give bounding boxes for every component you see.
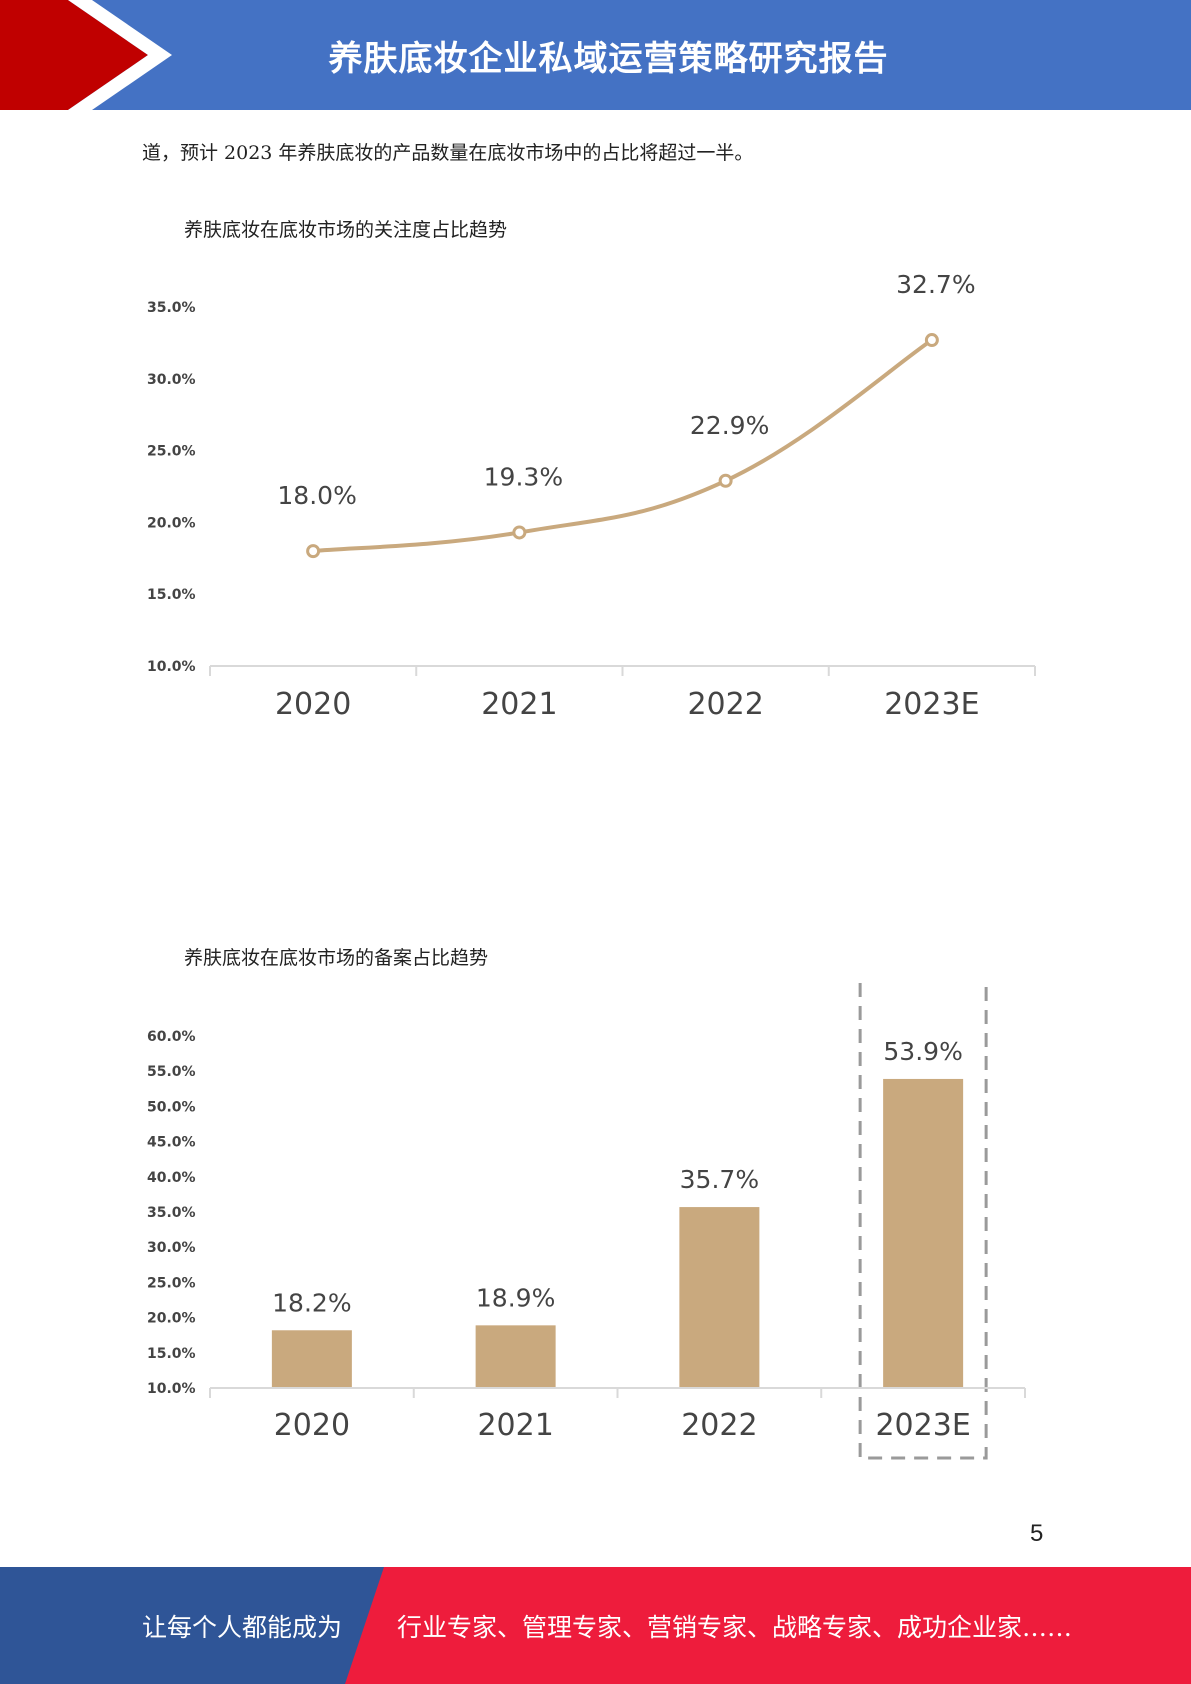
y-tick-label: 15.0% (147, 587, 196, 603)
y-tick-label: 30.0% (147, 1240, 196, 1256)
x-tick-label: 2020 (274, 1408, 350, 1443)
report-title: 养肤底妆企业私域运营策略研究报告 (328, 38, 889, 79)
bar (271, 1330, 352, 1388)
header-arrow-graphic (0, 0, 172, 110)
y-tick-label: 35.0% (147, 1205, 196, 1221)
x-tick-label: 2022 (681, 1408, 757, 1443)
y-tick-label: 20.0% (147, 1311, 196, 1327)
bar-chart-title: 养肤底妆在底妆市场的备案占比趋势 (184, 947, 489, 969)
line-chart-title: 养肤底妆在底妆市场的关注度占比趋势 (184, 219, 508, 241)
filing-share-bar-chart: 10.0% 15.0% 20.0% 25.0% 30.0% 35.0% 40.0% 45.0%… (147, 980, 1026, 1460)
intro-paragraph: 道，预计 2023 年养肤底妆的产品数量在底妆市场中的占比将超过一半。 (142, 142, 754, 164)
y-tick-label: 60.0% (147, 1029, 196, 1045)
y-tick-label: 25.0% (147, 1275, 196, 1291)
bar (475, 1325, 556, 1388)
series-line (311, 338, 934, 554)
x-tick-label: 2021 (481, 687, 557, 722)
x-tick-label: 2023E (884, 687, 979, 722)
y-tick-label: 30.0% (147, 372, 196, 388)
y-tick-label: 25.0% (147, 444, 196, 460)
highlight-dashed-box (858, 980, 988, 1460)
data-point (718, 473, 733, 488)
y-tick-label: 40.0% (147, 1170, 196, 1186)
x-tick-label: 2021 (477, 1408, 553, 1443)
x-tick-label: 2023E (875, 1408, 970, 1443)
footer-slogan-left: 让每个人都能成为 (142, 1612, 343, 1642)
y-tick-label: 15.0% (147, 1346, 196, 1362)
y-tick-label: 45.0% (147, 1135, 196, 1151)
data-label: 53.9% (883, 1037, 962, 1066)
data-point (306, 544, 321, 559)
page-header: 养肤底妆企业私域运营策略研究报告 (0, 0, 1191, 110)
y-tick-label: 20.0% (147, 515, 196, 531)
data-label: 19.3% (484, 462, 563, 491)
data-label: 32.7% (896, 270, 975, 299)
y-tick-label: 10.0% (147, 659, 196, 675)
y-tick-label: 55.0% (147, 1064, 196, 1080)
y-tick-label: 10.0% (147, 1381, 196, 1397)
y-tick-label: 35.0% (147, 300, 196, 316)
footer-slogan-right: 行业专家、管理专家、营销专家、战略专家、成功企业家…… (397, 1612, 1073, 1642)
x-tick-label: 2020 (275, 687, 351, 722)
page-footer: 让每个人都能成为 行业专家、管理专家、营销专家、战略专家、成功企业家…… (0, 1567, 1191, 1684)
bar (883, 1078, 964, 1388)
attention-share-line-chart: 10.0% 15.0% 20.0% 25.0% 30.0% 35.0% 2020 2021 20… (147, 270, 1036, 722)
data-point (512, 525, 527, 540)
data-label: 18.0% (277, 481, 356, 510)
footer-background (0, 1567, 1191, 1684)
data-point (924, 333, 939, 348)
data-label: 35.7% (680, 1165, 759, 1194)
data-label: 18.2% (272, 1288, 351, 1317)
bar (679, 1207, 760, 1388)
data-label: 18.9% (476, 1283, 555, 1312)
data-label: 22.9% (690, 411, 769, 440)
page-number: 5 (1030, 1520, 1044, 1547)
y-tick-label: 50.0% (147, 1099, 196, 1115)
x-tick-label: 2022 (687, 687, 763, 722)
